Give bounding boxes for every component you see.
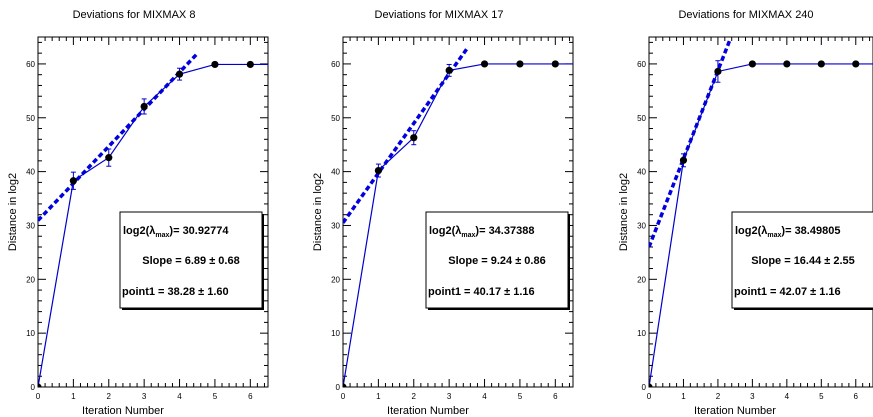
- data-point: [38, 383, 42, 387]
- x-tick-label: 4: [785, 392, 790, 401]
- data-point: [140, 102, 148, 111]
- data-point: [783, 60, 791, 68]
- chart-title: Deviations for MIXMAX 17: [375, 9, 504, 21]
- y-tick-label: 40: [637, 168, 646, 177]
- data-point: [649, 383, 653, 387]
- x-tick-label: 2: [716, 392, 721, 401]
- y-tick-label: 50: [637, 114, 646, 123]
- data-point: [516, 60, 524, 68]
- x-tick-label: 5: [819, 392, 824, 401]
- x-tick-label: 0: [341, 392, 346, 401]
- y-tick-label: 10: [331, 329, 340, 338]
- stats-point1: point1 = 42.07 ± 1.16: [734, 286, 841, 298]
- stats-slope: Slope = 9.24 ± 0.86: [448, 255, 545, 267]
- x-tick-label: 1: [71, 392, 76, 401]
- y-axis-label: Distance in log2: [7, 173, 19, 251]
- data-point: [480, 60, 489, 68]
- x-tick-label: 1: [376, 392, 381, 401]
- data-point: [748, 60, 756, 68]
- fit-line: [38, 52, 199, 222]
- y-tick-label: 20: [26, 275, 35, 284]
- x-tick-label: 3: [447, 392, 452, 401]
- y-tick-label: 60: [637, 60, 646, 69]
- x-axis-label: Iteration Number: [82, 405, 164, 417]
- y-tick-label: 60: [331, 60, 340, 69]
- plot-frame: [648, 36, 873, 388]
- data-point: [852, 60, 860, 68]
- y-tick-label: 0: [642, 383, 647, 392]
- x-tick-label: 1: [681, 392, 686, 401]
- data-point: [105, 154, 113, 162]
- stats-box: [731, 211, 873, 309]
- x-tick-label: 5: [518, 392, 523, 401]
- x-axis-label: Iteration Number: [387, 405, 469, 417]
- data-point: [714, 67, 722, 76]
- plot-area: [343, 47, 573, 387]
- data-point: [246, 60, 254, 69]
- stats-lambda: log2(λmax)= 30.92774: [123, 225, 229, 239]
- x-axis-label: Iteration Number: [694, 405, 776, 417]
- y-tick-label: 60: [26, 60, 35, 69]
- plot-frame: [342, 36, 574, 388]
- y-tick-label: 30: [26, 221, 35, 230]
- y-tick-label: 30: [331, 221, 340, 230]
- x-tick-label: 6: [248, 392, 253, 401]
- y-tick-label: 10: [26, 329, 35, 338]
- data-point: [445, 66, 453, 74]
- data-point: [69, 177, 77, 185]
- y-tick-label: 50: [331, 114, 340, 123]
- y-tick-label: 10: [637, 329, 646, 338]
- series-line: [649, 63, 873, 387]
- data-point: [211, 60, 219, 69]
- y-tick-label: 30: [637, 221, 646, 230]
- data-point: [679, 156, 688, 164]
- chart-panel-1: Deviations for MIXMAX 8 0 10 20 30 40 50 60 0 1 2 3…: [7, 9, 269, 417]
- data-point: [343, 383, 347, 387]
- x-tick-label: 2: [107, 392, 112, 401]
- y-tick-label: 20: [331, 275, 340, 284]
- plot-area: [649, 39, 873, 387]
- chart-title: Deviations for MIXMAX 240: [678, 9, 813, 21]
- chart-panel-2: Deviations for MIXMAX 17 0 10 20 30 40 50 60 0 1 2…: [312, 9, 574, 417]
- x-tick-label: 5: [213, 392, 218, 401]
- stats-slope: Slope = 16.44 ± 2.55: [751, 255, 855, 267]
- stats-box: [119, 211, 263, 309]
- plot-frame: [37, 36, 269, 388]
- series-line: [343, 63, 573, 387]
- data-point: [410, 134, 418, 142]
- stats-point1: point1 = 38.28 ± 1.60: [122, 286, 229, 298]
- fit-line: [343, 47, 469, 224]
- y-axis-label: Distance in log2: [312, 173, 324, 251]
- y-tick-label: 0: [31, 383, 36, 392]
- y-tick-label: 40: [331, 168, 340, 177]
- x-tick-label: 6: [854, 392, 859, 401]
- x-tick-label: 4: [482, 392, 487, 401]
- stats-lambda: log2(λmax)= 38.49805: [735, 225, 840, 239]
- y-tick-label: 50: [26, 114, 35, 123]
- chart-panel-3: Deviations for MIXMAX 240 0 10 20 30 40 50 60 0 1…: [618, 9, 873, 417]
- data-point: [175, 70, 184, 78]
- stats-point1: point1 = 40.17 ± 1.16: [428, 286, 535, 298]
- plot-area: [38, 52, 268, 387]
- x-tick-label: 3: [142, 392, 147, 401]
- stats-slope: Slope = 6.89 ± 0.68: [142, 255, 239, 267]
- data-point: [374, 166, 382, 175]
- x-tick-label: 6: [553, 392, 558, 401]
- series-line: [38, 63, 268, 387]
- data-point: [551, 60, 559, 68]
- y-tick-label: 20: [637, 275, 646, 284]
- data-point: [817, 60, 825, 68]
- y-tick-label: 0: [336, 383, 341, 392]
- y-axis-label: Distance in log2: [618, 173, 630, 251]
- y-tick-label: 40: [26, 168, 35, 177]
- x-tick-label: 3: [750, 392, 755, 401]
- x-tick-label: 4: [177, 392, 182, 401]
- stats-box: [425, 211, 569, 309]
- x-tick-label: 2: [412, 392, 417, 401]
- x-tick-label: 0: [647, 392, 652, 401]
- chart-title: Deviations for MIXMAX 8: [73, 9, 196, 21]
- x-tick-label: 0: [36, 392, 41, 401]
- stats-lambda: log2(λmax)= 34.37388: [429, 225, 534, 239]
